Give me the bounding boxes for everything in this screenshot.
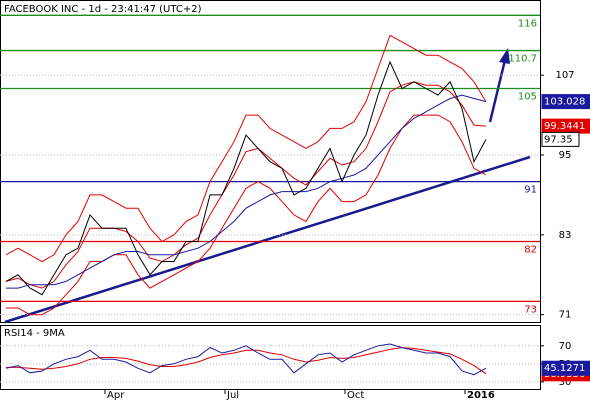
x-tick-label: Apr — [107, 390, 125, 400]
level-label: 105 — [518, 91, 537, 102]
x-tick-label: Jul — [226, 390, 239, 400]
series-line — [6, 114, 487, 316]
y-tick-label: 30 — [559, 377, 572, 388]
value-box — [541, 131, 580, 147]
value-box-label: 99.3441 — [544, 121, 585, 132]
level-label: 82 — [524, 245, 537, 256]
y-tick-label: 107 — [555, 70, 574, 81]
arrow-head — [499, 48, 510, 64]
level-label: 91 — [524, 185, 537, 196]
y-tick-label: 70 — [559, 341, 572, 352]
arrow-shaft — [488, 59, 507, 123]
y-tick-label: 95 — [559, 150, 572, 161]
value-box-label: 103.028 — [544, 97, 585, 108]
series-line — [5, 81, 487, 289]
level-label: 73 — [524, 304, 537, 315]
x-tick-label: 2016 — [467, 390, 495, 400]
value-box — [541, 360, 590, 376]
value-box-label: 97.35 — [544, 134, 573, 145]
series-line — [5, 343, 487, 376]
series-line — [5, 34, 487, 263]
y-tick-label: 71 — [559, 310, 572, 321]
series-line — [6, 347, 487, 375]
y-tick-label: 83 — [559, 230, 572, 241]
rsi-title: RSI14 - 9MA — [4, 328, 65, 339]
value-box — [541, 94, 590, 110]
series-line — [6, 94, 487, 289]
chart-title: FACEBOOK INC - 1d - 23:41:47 (UTC+2) — [4, 4, 202, 15]
level-label: 116 — [518, 18, 537, 29]
series-line — [5, 60, 487, 296]
x-tick-label: Oct — [347, 390, 364, 400]
trend-line — [4, 155, 531, 324]
rsi-panel — [0, 325, 541, 390]
value-box-label: 45.1271 — [544, 363, 585, 374]
level-label: 110.7 — [508, 54, 537, 65]
